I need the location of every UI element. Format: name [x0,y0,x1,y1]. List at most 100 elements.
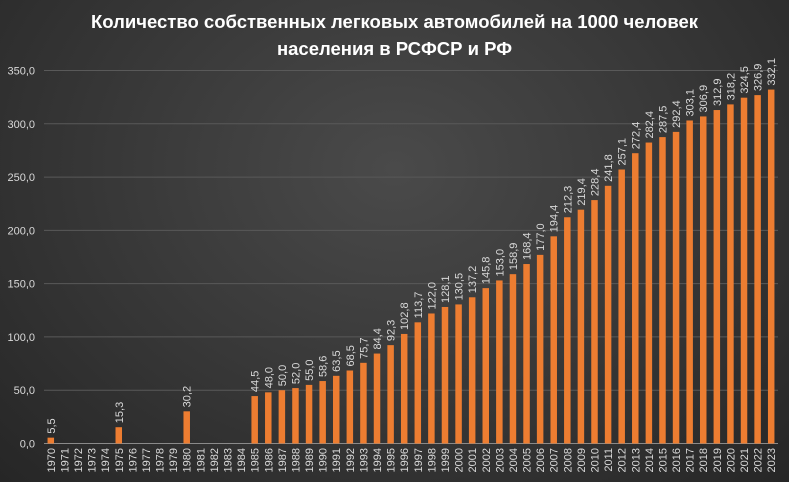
x-tick-label: 1999 [440,448,452,472]
bar [400,333,408,444]
x-tick-label: 2021 [739,448,751,472]
y-tick-label: 0,0 [20,439,35,451]
bar [278,390,286,444]
data-label: 58,6 [318,356,330,377]
x-tick-label: 2016 [671,448,683,472]
bar [482,288,490,444]
data-label: 55,0 [304,359,316,380]
bar [47,437,55,444]
bar [183,411,190,444]
bar [727,104,734,444]
data-label: 92,3 [386,320,398,341]
x-tick-label: 1990 [318,448,330,472]
x-tick-label: 1978 [155,448,167,472]
data-label: 303,1 [685,89,697,117]
x-tick-label: 1984 [236,448,248,472]
y-tick-label: 150,0 [7,279,35,291]
bar [577,209,585,444]
data-label: 287,5 [657,106,669,134]
x-tick-label: 2023 [766,448,778,472]
data-label: 326,9 [753,64,765,92]
y-tick-label: 250,0 [7,172,35,184]
x-tick-label: 1975 [114,448,126,472]
bar [754,95,761,444]
x-tick-label: 2001 [467,448,479,472]
x-tick-label: 1986 [263,448,275,472]
x-tick-label: 2008 [562,448,574,472]
x-tick-label: 1972 [73,448,85,472]
x-tick-label: 1993 [358,448,370,472]
x-tick-label: 2010 [590,448,602,472]
chart-title-line-2: населения в РСФСР и РФ [276,38,513,59]
bar [319,381,326,444]
x-tick-label: 2018 [698,448,710,472]
data-label: 122,0 [426,282,438,310]
x-tick-label: 2005 [522,448,534,472]
data-label: 50,0 [277,365,289,386]
data-label: 48,0 [263,367,275,388]
x-tick-label: 1996 [399,448,411,472]
x-tick-label: 2015 [657,448,669,472]
bar [686,120,693,444]
x-tick-label: 1987 [277,448,289,472]
bar [455,304,462,444]
data-label: 113,7 [413,292,425,319]
x-tick-label: 1985 [250,448,262,472]
data-label: 153,0 [494,249,506,277]
bar [672,131,680,444]
bar [414,322,422,444]
x-tick-label: 2007 [549,448,561,472]
data-label: 177,0 [535,223,547,251]
bars [47,89,775,444]
data-label: 194,4 [549,205,561,233]
bar [564,217,571,444]
bar [346,370,354,444]
x-tick-label: 1995 [386,448,398,472]
bar [699,116,707,444]
data-label: 44,5 [250,371,262,392]
data-label: 68,5 [345,345,357,366]
x-tick-label: 1981 [195,448,207,472]
x-tick-label: 1971 [59,448,71,472]
y-tick-label: 300,0 [7,119,35,131]
data-label: 212,3 [562,186,574,214]
x-tick-label: 1976 [127,448,139,472]
x-tick-label: 1992 [345,448,357,472]
bar [265,392,272,444]
x-tick-label: 1980 [182,448,194,472]
bar [441,306,449,444]
data-label: 306,9 [698,85,710,113]
bar [115,427,123,444]
chart-title: Количество собственных легковых автомоби… [0,8,789,62]
y-axis-ticks: 0,0 50,0 100,0 150,0 200,0 250,0 300,0 350,0 [7,66,35,451]
bar [360,362,367,444]
bar [496,280,503,444]
y-tick-label: 100,0 [7,332,35,344]
x-tick-label: 2009 [576,448,588,472]
x-axis-ticks: 1970 1971 1972 1973 1974 1975 1976 1977 1978 1979… [46,448,778,472]
x-tick-label: 2020 [725,448,737,472]
data-label: 257,1 [617,138,629,166]
data-label: 324,5 [739,66,751,94]
x-tick-label: 1991 [331,448,343,472]
x-tick-label: 2003 [494,448,506,472]
bar [604,185,612,444]
bar [713,110,721,444]
data-label: 52,0 [290,363,302,384]
data-label: 219,4 [576,178,588,206]
x-tick-label: 2004 [508,448,520,472]
bar [591,200,598,444]
bar [373,353,381,444]
bar [618,169,625,444]
x-tick-label: 1979 [168,448,180,472]
data-label: 158,9 [508,243,520,271]
bar [536,254,544,444]
bar [251,396,258,444]
x-tick-label: 2006 [535,448,547,472]
x-tick-label: 1994 [372,448,384,472]
gridlines [44,70,778,444]
data-label: 137,2 [467,266,479,294]
bar [523,264,530,444]
data-label: 312,9 [712,79,724,107]
bar [332,375,340,444]
